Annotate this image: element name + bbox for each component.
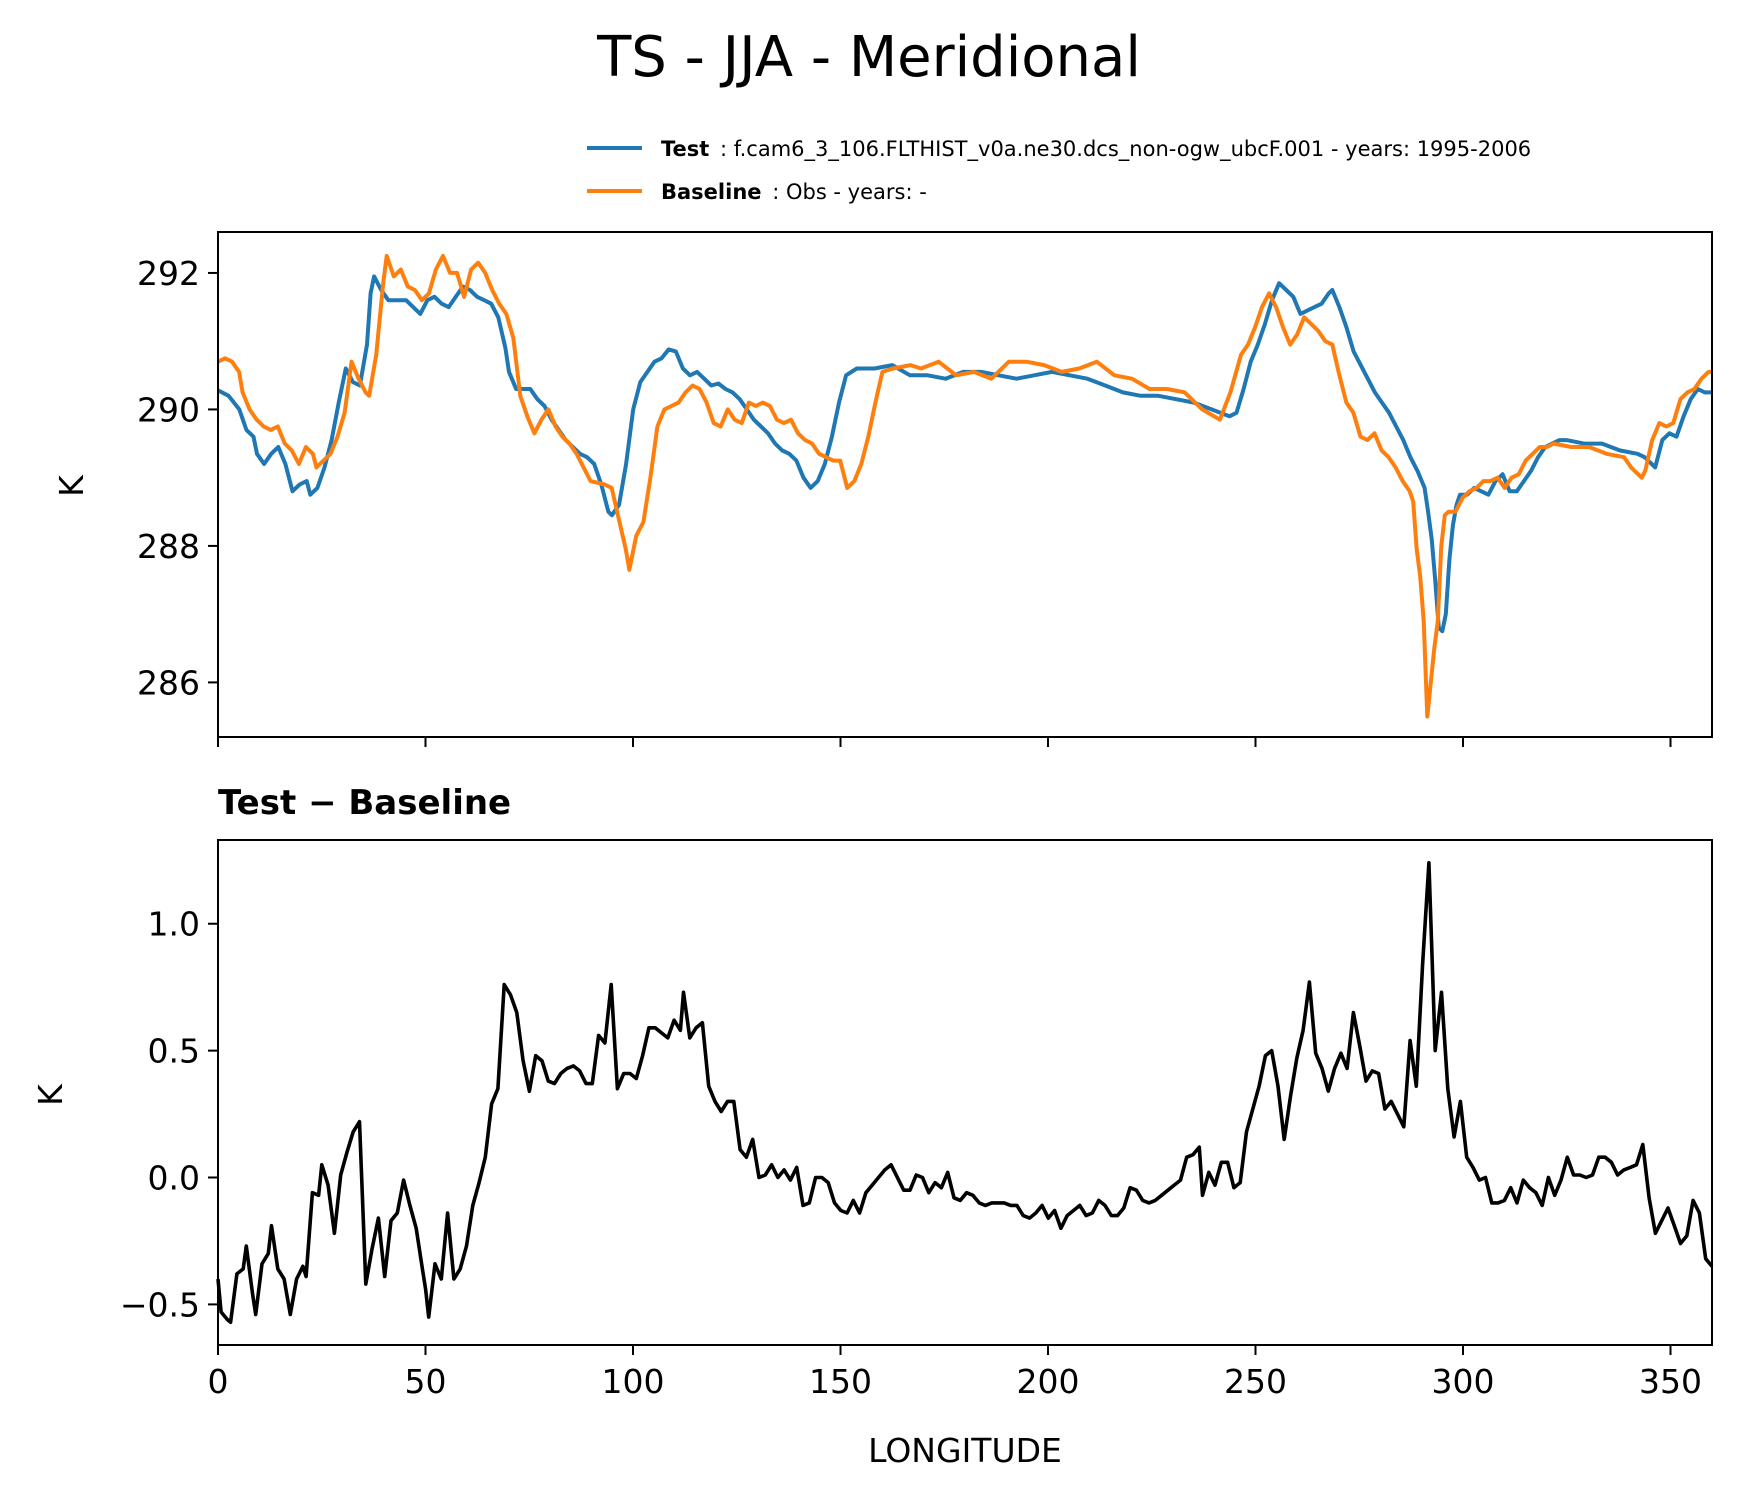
bottom-x-axis: 0 50 100 150 200 250 300 350: [208, 1345, 1702, 1401]
legend-baseline-desc: : Obs - years: -: [772, 180, 927, 204]
y-tick-label: 286: [137, 663, 200, 702]
figure-title: TS - JJA - Meridional: [596, 25, 1141, 90]
bottom-panel: Test − Baseline −0.5 0.0 0.5 1.0 0 50 100 150 2…: [31, 783, 1714, 1470]
top-series-group: [217, 253, 1712, 719]
legend-test-name: Test: [661, 137, 709, 161]
x-axis-label: LONGITUDE: [868, 1431, 1062, 1470]
y-tick-label: 0.0: [148, 1159, 200, 1198]
legend-baseline-name: Baseline: [661, 180, 762, 204]
bottom-series-group: [216, 861, 1714, 1324]
series-line-baseline: [217, 253, 1712, 719]
series-line-test-baseline: [216, 861, 1714, 1324]
y-tick-label: 290: [137, 390, 200, 429]
x-tick-label: 250: [1224, 1362, 1287, 1401]
top-y-axis: 286 288 290 292: [137, 254, 218, 702]
x-tick-label: 350: [1639, 1362, 1702, 1401]
legend-test-label: Test : f.cam6_3_106.FLTHIST_v0a.ne30.dcs…: [661, 137, 1531, 162]
top-panel: 286 288 290 292 K: [52, 231, 1713, 747]
legend-baseline-label: Baseline : Obs - years: -: [661, 180, 927, 204]
series-line-test: [217, 274, 1712, 634]
top-y-axis-label: K: [52, 474, 91, 497]
y-tick-label: −0.5: [120, 1285, 200, 1324]
x-tick-label: 0: [208, 1362, 229, 1401]
top-plot-frame: [217, 231, 1713, 738]
bottom-panel-title: Test − Baseline: [218, 783, 511, 823]
bottom-plot-frame: [217, 839, 1713, 1346]
x-tick-label: 50: [405, 1362, 447, 1401]
x-tick-label: 200: [1017, 1362, 1080, 1401]
bottom-y-axis-label: K: [31, 1083, 70, 1106]
bottom-y-axis: −0.5 0.0 0.5 1.0: [120, 905, 218, 1324]
legend: Test : f.cam6_3_106.FLTHIST_v0a.ne30.dcs…: [587, 137, 1531, 204]
x-tick-label: 300: [1432, 1362, 1495, 1401]
y-tick-label: 0.5: [148, 1032, 200, 1071]
y-tick-label: 1.0: [148, 905, 200, 944]
top-x-axis: [217, 737, 1672, 747]
x-tick-label: 100: [602, 1362, 665, 1401]
y-tick-label: 292: [137, 254, 200, 293]
x-tick-label: 150: [809, 1362, 872, 1401]
y-tick-label: 288: [137, 527, 200, 566]
legend-test-desc: : f.cam6_3_106.FLTHIST_v0a.ne30.dcs_non-…: [720, 137, 1531, 162]
